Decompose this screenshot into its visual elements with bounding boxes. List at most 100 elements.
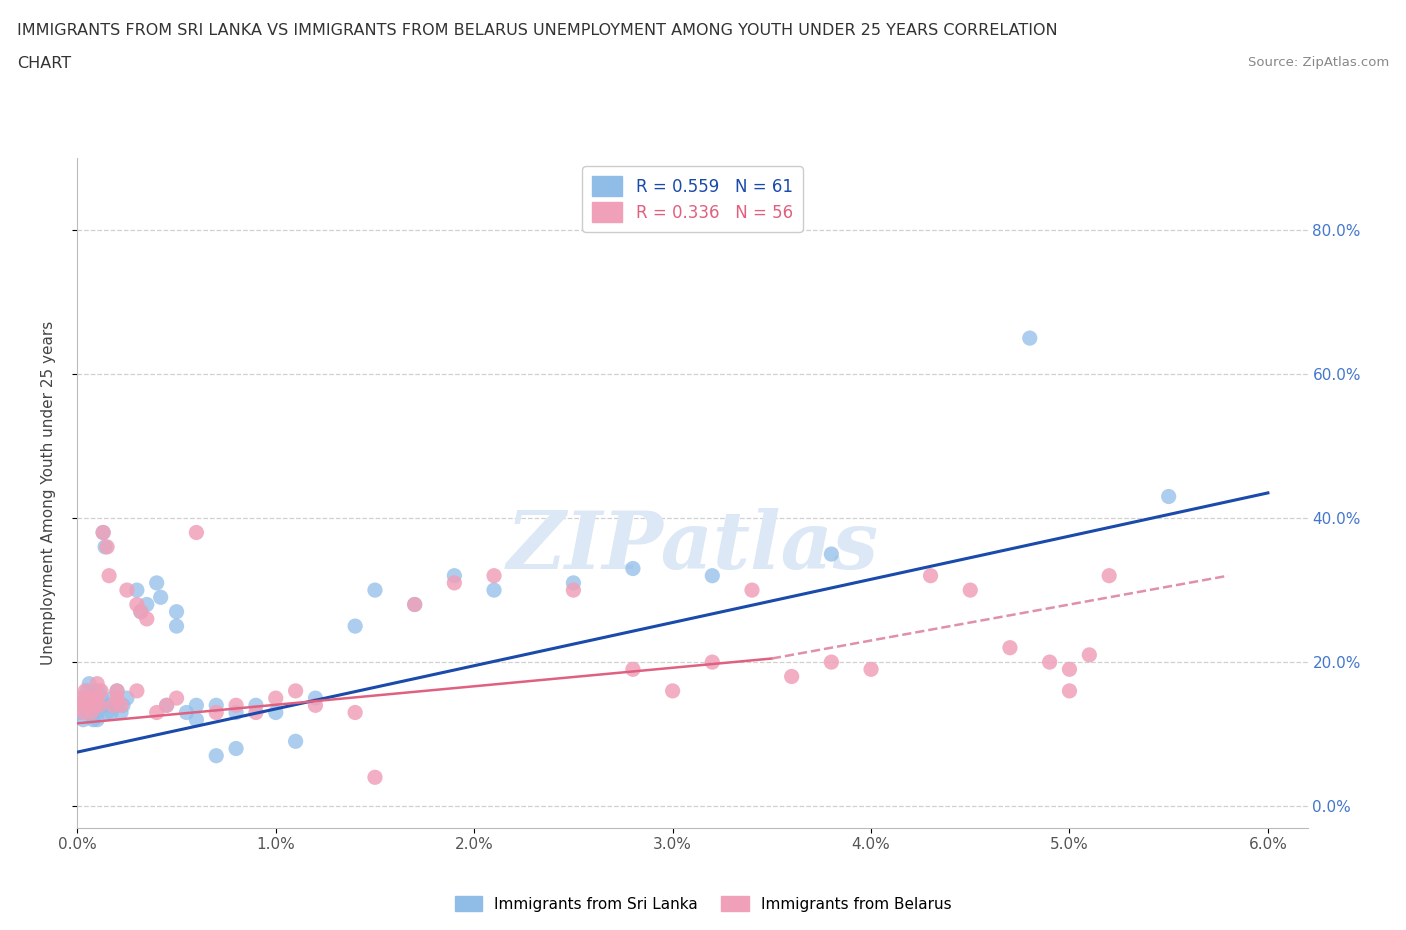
Point <box>186 698 208 712</box>
Point <box>1157 489 1180 504</box>
Point <box>125 684 148 698</box>
Point <box>205 698 228 712</box>
Point <box>90 684 112 698</box>
Point <box>264 691 287 706</box>
Text: ZIPatlas: ZIPatlas <box>506 508 879 585</box>
Point <box>98 568 121 583</box>
Point <box>284 734 307 749</box>
Point <box>205 749 228 764</box>
Point <box>100 705 122 720</box>
Point <box>91 525 114 540</box>
Point <box>86 705 108 720</box>
Point <box>780 669 803 684</box>
Point <box>621 561 644 576</box>
Point <box>98 698 121 712</box>
Point <box>86 698 108 712</box>
Point <box>443 576 465 591</box>
Point <box>94 539 117 554</box>
Point <box>76 698 98 712</box>
Point <box>77 705 100 720</box>
Point <box>225 705 247 720</box>
Point <box>86 676 108 691</box>
Point <box>344 618 367 633</box>
Point <box>75 684 97 698</box>
Point <box>101 691 124 706</box>
Point <box>1098 568 1121 583</box>
Point <box>90 698 112 712</box>
Point <box>920 568 942 583</box>
Point <box>70 698 93 712</box>
Point <box>482 583 505 598</box>
Point <box>562 576 585 591</box>
Point <box>70 691 93 706</box>
Point <box>166 604 188 619</box>
Point <box>72 712 94 727</box>
Point <box>86 712 108 727</box>
Point <box>84 684 107 698</box>
Point <box>166 618 188 633</box>
Point <box>77 676 100 691</box>
Point <box>84 698 107 712</box>
Point <box>80 705 103 720</box>
Point <box>1018 331 1040 346</box>
Point <box>135 597 157 612</box>
Point <box>125 597 148 612</box>
Point <box>76 684 98 698</box>
Point <box>72 705 94 720</box>
Point <box>998 640 1021 655</box>
Point <box>264 705 287 720</box>
Point <box>86 691 108 706</box>
Point <box>149 590 172 604</box>
Point <box>105 684 128 698</box>
Point <box>156 698 179 712</box>
Point <box>96 539 118 554</box>
Point <box>86 691 108 706</box>
Point <box>661 684 683 698</box>
Point <box>443 568 465 583</box>
Point <box>145 705 167 720</box>
Point <box>115 691 138 706</box>
Point <box>621 662 644 677</box>
Point <box>304 691 326 706</box>
Point <box>96 705 118 720</box>
Point <box>77 691 100 706</box>
Point <box>245 705 267 720</box>
Point <box>1059 662 1081 677</box>
Point <box>89 698 111 712</box>
Point <box>89 684 111 698</box>
Legend: R = 0.559   N = 61, R = 0.336   N = 56: R = 0.559 N = 61, R = 0.336 N = 56 <box>582 166 803 232</box>
Point <box>105 691 128 706</box>
Point <box>284 684 307 698</box>
Point <box>1039 655 1062 670</box>
Point <box>404 597 426 612</box>
Point <box>129 604 152 619</box>
Point <box>111 698 134 712</box>
Point <box>860 662 883 677</box>
Point <box>82 698 104 712</box>
Point <box>125 583 148 598</box>
Point <box>80 691 103 706</box>
Point <box>176 705 198 720</box>
Point <box>105 698 128 712</box>
Point <box>245 698 267 712</box>
Point <box>820 547 842 562</box>
Point <box>186 525 208 540</box>
Point <box>82 712 104 727</box>
Point <box>1059 684 1081 698</box>
Point <box>82 691 104 706</box>
Point <box>205 705 228 720</box>
Text: Source: ZipAtlas.com: Source: ZipAtlas.com <box>1249 56 1389 69</box>
Point <box>67 705 90 720</box>
Point <box>76 698 98 712</box>
Point <box>1078 647 1101 662</box>
Point <box>304 698 326 712</box>
Point <box>156 698 179 712</box>
Point <box>75 691 97 706</box>
Point <box>702 655 724 670</box>
Point <box>105 684 128 698</box>
Point <box>404 597 426 612</box>
Text: CHART: CHART <box>17 56 70 71</box>
Point <box>115 583 138 598</box>
Point <box>91 525 114 540</box>
Point <box>129 604 152 619</box>
